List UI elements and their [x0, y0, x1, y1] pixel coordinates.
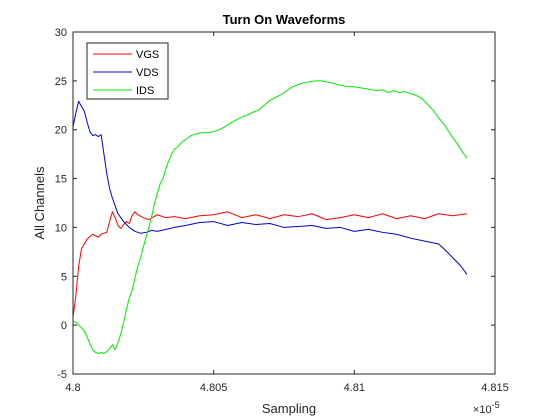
- x-tick-label: 4.8: [65, 382, 80, 394]
- legend-label-vgs: VGS: [136, 49, 159, 61]
- y-tick-label: 0: [61, 320, 67, 332]
- x-tick-label: 4.805: [200, 382, 228, 394]
- x-exponent-base: ×10: [473, 404, 492, 416]
- x-exponent-power: -5: [492, 400, 500, 410]
- y-axis-label: All Channels: [32, 166, 47, 239]
- y-axis: -5 0 5 10 15 20 25 30: [55, 27, 495, 381]
- y-tick-label: 20: [55, 125, 67, 137]
- legend-label-ids: IDS: [136, 85, 154, 97]
- legend-label-vds: VDS: [136, 67, 159, 79]
- legend: VGS VDS IDS: [86, 42, 169, 100]
- x-axis-label: Sampling: [262, 401, 316, 416]
- x-tick-label: 4.81: [344, 382, 365, 394]
- x-exponent-label: ×10-5: [473, 400, 500, 416]
- y-tick-label: 25: [55, 76, 67, 88]
- y-tick-label: 5: [61, 271, 67, 283]
- series-layer: [73, 80, 468, 354]
- plot-area-box: [72, 31, 496, 375]
- y-tick-label: 15: [55, 174, 67, 186]
- series-line-vds: [73, 100, 468, 275]
- x-axis: 4.8 4.805 4.81 4.815: [65, 32, 509, 394]
- y-tick-label: 30: [55, 27, 67, 39]
- chart-title: Turn On Waveforms: [223, 12, 346, 27]
- y-tick-label: -5: [57, 369, 67, 381]
- series-line-ids: [73, 80, 468, 354]
- y-tick-label: 10: [55, 222, 67, 234]
- x-tick-label: 4.815: [481, 382, 509, 394]
- series-line-vgs: [73, 211, 467, 318]
